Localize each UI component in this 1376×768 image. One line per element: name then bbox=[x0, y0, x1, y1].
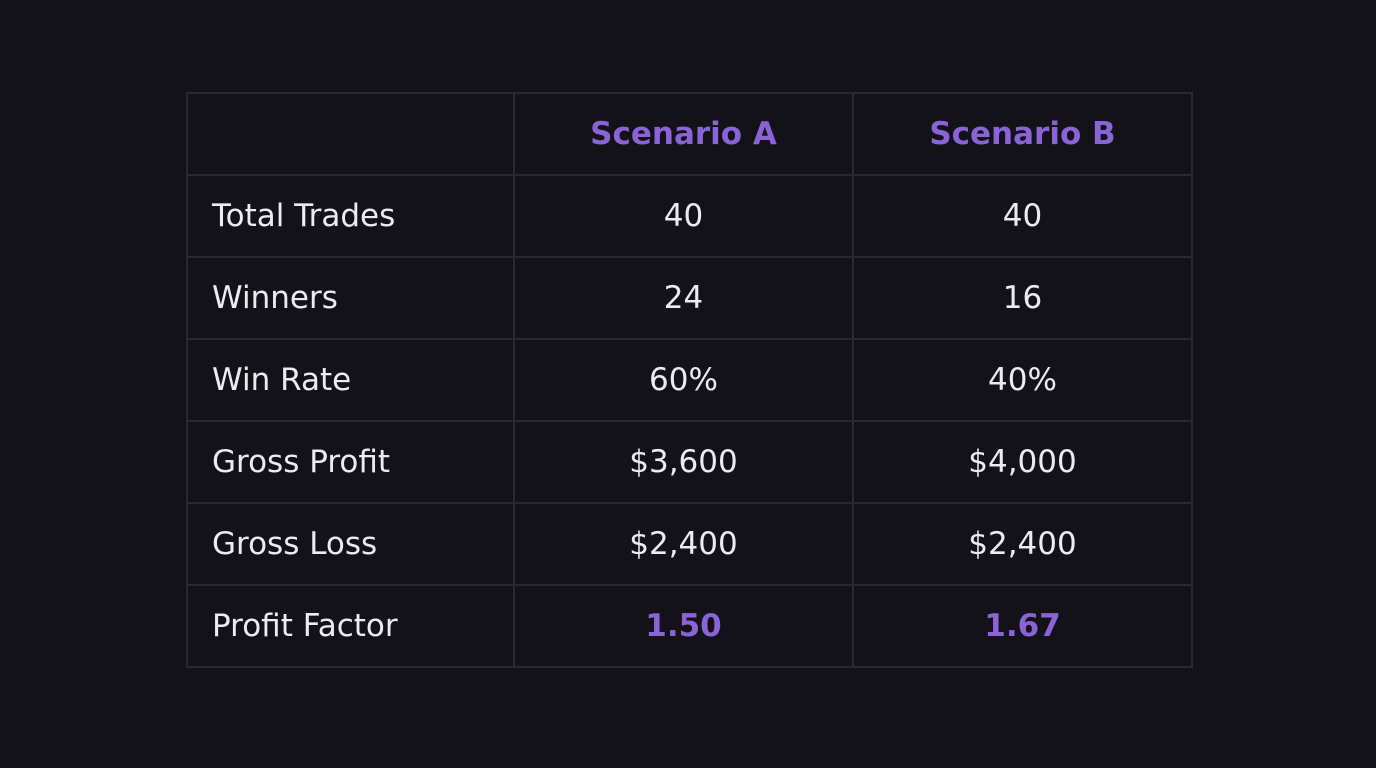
cell-value: 1.50 bbox=[513, 584, 854, 668]
row-label: Profit Factor bbox=[186, 584, 515, 668]
cell-value: 16 bbox=[852, 256, 1193, 340]
cell-value: 1.67 bbox=[852, 584, 1193, 668]
cell-value: $4,000 bbox=[852, 420, 1193, 504]
table-row: Profit Factor 1.50 1.67 bbox=[186, 584, 1193, 668]
column-header: Scenario A bbox=[513, 92, 854, 176]
column-header: Scenario B bbox=[852, 92, 1193, 176]
table-row: Gross Loss $2,400 $2,400 bbox=[186, 502, 1193, 586]
cell-value: 60% bbox=[513, 338, 854, 422]
cell-value: $3,600 bbox=[513, 420, 854, 504]
row-label: Gross Profit bbox=[186, 420, 515, 504]
comparison-table: Scenario A Scenario B Total Trades 40 40 Win… bbox=[186, 92, 1193, 668]
row-label: Winners bbox=[186, 256, 515, 340]
table-row: Total Trades 40 40 bbox=[186, 174, 1193, 258]
table-row: Gross Profit $3,600 $4,000 bbox=[186, 420, 1193, 504]
table-row: Win Rate 60% 40% bbox=[186, 338, 1193, 422]
header-row: Scenario A Scenario B bbox=[186, 92, 1193, 176]
corner-cell bbox=[186, 92, 515, 176]
cell-value: $2,400 bbox=[852, 502, 1193, 586]
cell-value: 40 bbox=[513, 174, 854, 258]
row-label: Win Rate bbox=[186, 338, 515, 422]
cell-value: 40 bbox=[852, 174, 1193, 258]
cell-value: 24 bbox=[513, 256, 854, 340]
table-row: Winners 24 16 bbox=[186, 256, 1193, 340]
row-label: Gross Loss bbox=[186, 502, 515, 586]
cell-value: 40% bbox=[852, 338, 1193, 422]
cell-value: $2,400 bbox=[513, 502, 854, 586]
row-label: Total Trades bbox=[186, 174, 515, 258]
